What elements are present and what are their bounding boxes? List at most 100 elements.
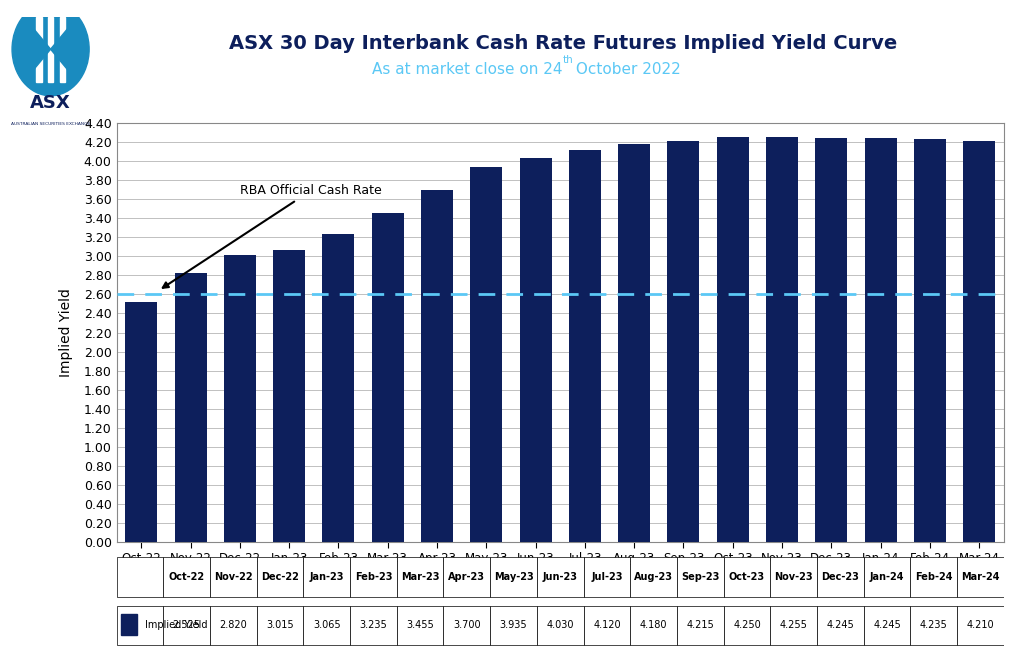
Text: th: th xyxy=(563,55,574,65)
Bar xyxy=(963,141,995,542)
FancyBboxPatch shape xyxy=(163,606,210,645)
Text: Aug-23: Aug-23 xyxy=(634,572,673,582)
FancyBboxPatch shape xyxy=(677,606,724,645)
FancyBboxPatch shape xyxy=(350,606,396,645)
Text: Mar-23: Mar-23 xyxy=(401,572,439,582)
Bar xyxy=(224,255,256,542)
Text: 3.455: 3.455 xyxy=(407,620,434,630)
Text: Sep-23: Sep-23 xyxy=(681,572,720,582)
Bar xyxy=(717,137,748,542)
Text: 4.250: 4.250 xyxy=(733,620,760,630)
Polygon shape xyxy=(51,17,77,82)
Text: Feb-23: Feb-23 xyxy=(355,572,392,582)
FancyBboxPatch shape xyxy=(490,557,536,597)
Text: Dec-22: Dec-22 xyxy=(262,572,299,582)
Bar xyxy=(914,139,946,542)
Text: Jan-24: Jan-24 xyxy=(870,572,904,582)
FancyBboxPatch shape xyxy=(771,557,817,597)
FancyBboxPatch shape xyxy=(957,557,1004,597)
FancyBboxPatch shape xyxy=(210,557,257,597)
Text: RBA Official Cash Rate: RBA Official Cash Rate xyxy=(163,184,381,288)
Text: 3.235: 3.235 xyxy=(360,620,387,630)
Text: 3.065: 3.065 xyxy=(313,620,341,630)
FancyBboxPatch shape xyxy=(443,557,490,597)
Bar xyxy=(372,213,404,542)
FancyBboxPatch shape xyxy=(117,606,163,645)
FancyBboxPatch shape xyxy=(677,557,724,597)
FancyBboxPatch shape xyxy=(631,606,677,645)
Text: Apr-23: Apr-23 xyxy=(448,572,486,582)
FancyBboxPatch shape xyxy=(584,606,631,645)
FancyBboxPatch shape xyxy=(957,606,1004,645)
Text: 4.255: 4.255 xyxy=(780,620,808,630)
FancyBboxPatch shape xyxy=(210,606,257,645)
Bar xyxy=(619,144,650,542)
FancyBboxPatch shape xyxy=(817,557,864,597)
FancyBboxPatch shape xyxy=(724,557,771,597)
Bar xyxy=(519,158,552,542)
FancyBboxPatch shape xyxy=(396,557,443,597)
FancyBboxPatch shape xyxy=(864,606,911,645)
Text: 3.015: 3.015 xyxy=(267,620,294,630)
Bar xyxy=(60,17,65,82)
Bar xyxy=(421,190,453,542)
FancyBboxPatch shape xyxy=(817,606,864,645)
Text: 4.210: 4.210 xyxy=(966,620,995,630)
Text: Oct-23: Oct-23 xyxy=(729,572,766,582)
FancyBboxPatch shape xyxy=(257,606,303,645)
Text: 4.180: 4.180 xyxy=(640,620,667,630)
FancyBboxPatch shape xyxy=(536,557,584,597)
Text: Jul-23: Jul-23 xyxy=(591,572,623,582)
Text: As at market close on 24: As at market close on 24 xyxy=(372,63,563,78)
Bar xyxy=(273,250,305,542)
Text: Jun-23: Jun-23 xyxy=(542,572,578,582)
FancyBboxPatch shape xyxy=(536,606,584,645)
Polygon shape xyxy=(23,17,51,82)
Circle shape xyxy=(12,3,89,96)
Text: 2.820: 2.820 xyxy=(219,620,247,630)
Text: Oct-22: Oct-22 xyxy=(168,572,205,582)
Text: AUSTRALIAN SECURITIES EXCHANGE: AUSTRALIAN SECURITIES EXCHANGE xyxy=(11,122,90,126)
FancyBboxPatch shape xyxy=(163,557,210,597)
Text: Jan-23: Jan-23 xyxy=(309,572,344,582)
Text: October 2022: October 2022 xyxy=(571,63,680,78)
Text: Feb-24: Feb-24 xyxy=(915,572,952,582)
Y-axis label: Implied Yield: Implied Yield xyxy=(59,288,73,377)
Bar xyxy=(865,138,896,542)
Text: Nov-22: Nov-22 xyxy=(214,572,252,582)
FancyBboxPatch shape xyxy=(911,557,957,597)
Text: Nov-23: Nov-23 xyxy=(775,572,813,582)
FancyBboxPatch shape xyxy=(864,557,911,597)
FancyBboxPatch shape xyxy=(303,606,350,645)
Bar xyxy=(48,17,54,82)
FancyBboxPatch shape xyxy=(350,557,396,597)
FancyBboxPatch shape xyxy=(303,557,350,597)
FancyBboxPatch shape xyxy=(584,557,631,597)
Text: 3.700: 3.700 xyxy=(453,620,481,630)
Text: 2.525: 2.525 xyxy=(172,620,201,630)
Text: Dec-23: Dec-23 xyxy=(821,572,859,582)
FancyBboxPatch shape xyxy=(257,557,303,597)
Text: Mar-24: Mar-24 xyxy=(961,572,1000,582)
FancyBboxPatch shape xyxy=(396,606,443,645)
Text: ASX 30 Day Interbank Cash Rate Futures Implied Yield Curve: ASX 30 Day Interbank Cash Rate Futures I… xyxy=(228,34,897,53)
Bar xyxy=(766,137,798,542)
Text: 4.030: 4.030 xyxy=(547,620,574,630)
Bar xyxy=(126,301,157,542)
Bar xyxy=(470,168,502,542)
Bar xyxy=(37,17,42,82)
Text: 4.245: 4.245 xyxy=(873,620,901,630)
FancyBboxPatch shape xyxy=(771,606,817,645)
Bar xyxy=(815,138,848,542)
FancyBboxPatch shape xyxy=(443,606,490,645)
Bar xyxy=(322,234,355,542)
Text: May-23: May-23 xyxy=(494,572,533,582)
FancyBboxPatch shape xyxy=(631,557,677,597)
Bar xyxy=(174,273,207,542)
Text: Implied Yield: Implied Yield xyxy=(145,620,208,630)
Text: 3.935: 3.935 xyxy=(500,620,527,630)
Text: 4.120: 4.120 xyxy=(593,620,621,630)
Bar xyxy=(569,150,601,542)
FancyBboxPatch shape xyxy=(911,606,957,645)
FancyBboxPatch shape xyxy=(490,606,536,645)
